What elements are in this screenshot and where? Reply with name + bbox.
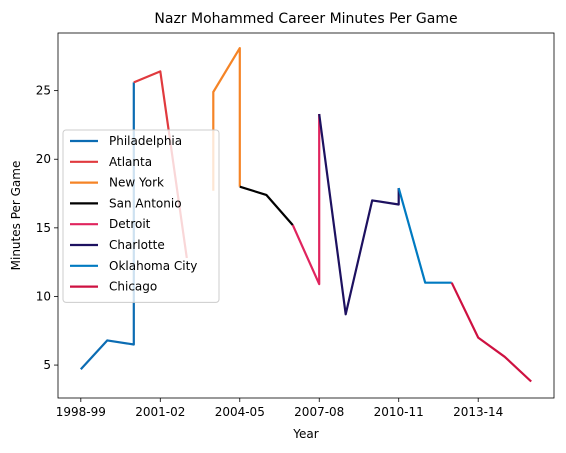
- series-line-detroit: [291, 114, 321, 286]
- legend-label: Detroit: [109, 217, 151, 231]
- legend-label: Philadelphia: [109, 134, 182, 148]
- y-tick-label: 10: [36, 289, 51, 303]
- legend-label: Oklahoma City: [109, 259, 197, 273]
- legend: Philadelphia Atlanta New York San Antonio De…: [62, 129, 220, 303]
- series-line-chicago: [450, 282, 532, 383]
- y-tick-label: 20: [36, 152, 51, 166]
- y-axis: 5 10 15 20 25: [36, 84, 58, 372]
- series-line-charlotte: [318, 113, 400, 316]
- legend-label: New York: [109, 176, 164, 190]
- legend-box: [62, 129, 220, 303]
- y-tick-label: 5: [43, 358, 51, 372]
- x-tick-label: 2004-05: [215, 405, 265, 419]
- x-tick-label: 1998-99: [56, 405, 106, 419]
- legend-label: Atlanta: [109, 155, 152, 169]
- x-axis: 1998-99 2001-02 2004-05 2007-08 2010-11 2013-…: [56, 398, 503, 419]
- x-tick-label: 2007-08: [294, 405, 344, 419]
- y-axis-title: Minutes Per Game: [9, 161, 23, 271]
- plot-frame: [57, 32, 555, 399]
- chart-title: Nazr Mohammed Career Minutes Per Game: [154, 11, 457, 27]
- x-axis-title: Year: [292, 427, 318, 441]
- y-tick-label: 25: [36, 84, 51, 98]
- y-tick-label: 15: [36, 221, 51, 235]
- legend-label: Charlotte: [109, 238, 165, 252]
- x-tick-label: 2013-14: [453, 405, 503, 419]
- legend-label: San Antonio: [109, 196, 182, 210]
- x-tick-label: 2010-11: [374, 405, 424, 419]
- series-line-oklahoma-city: [397, 187, 452, 284]
- x-tick-label: 2001-02: [135, 405, 185, 419]
- series-line-san-antonio: [239, 185, 294, 226]
- legend-label: Chicago: [109, 280, 157, 294]
